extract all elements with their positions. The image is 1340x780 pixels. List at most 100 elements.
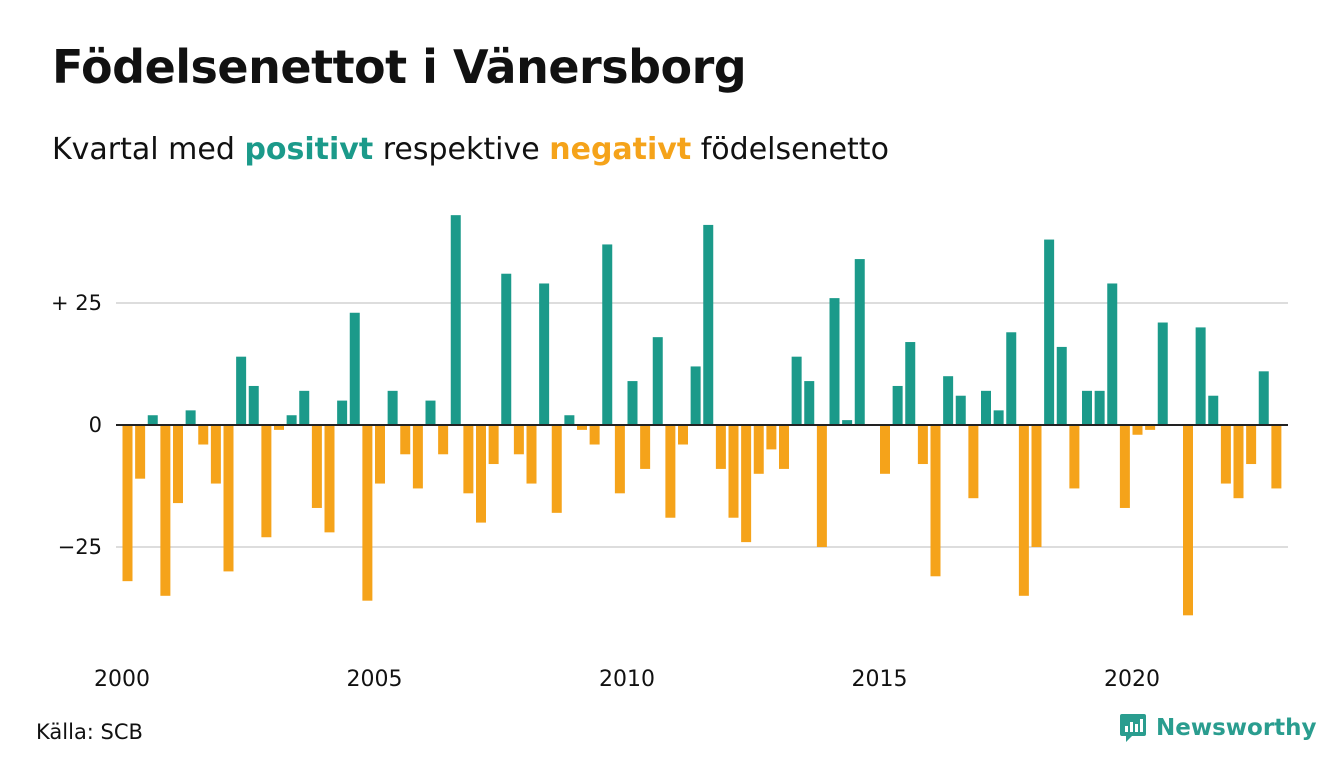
x-tick-label: 2015 <box>852 667 908 692</box>
y-tick-label: 0 <box>89 413 102 437</box>
x-tick-label: 2000 <box>94 667 150 692</box>
bar <box>387 390 398 425</box>
bar <box>476 425 486 523</box>
bar <box>539 283 550 425</box>
bar <box>1107 283 1118 425</box>
bar <box>463 425 474 494</box>
bar <box>829 298 840 425</box>
bar <box>678 425 688 445</box>
bar <box>362 425 373 601</box>
bar <box>135 425 146 479</box>
bar <box>1056 346 1067 425</box>
bar <box>703 224 714 425</box>
bar <box>779 425 789 469</box>
bar <box>173 425 183 504</box>
bar <box>728 425 739 518</box>
bar <box>1082 390 1092 425</box>
bar <box>804 381 815 425</box>
bar <box>766 425 777 450</box>
bar <box>968 425 979 499</box>
bar <box>160 425 171 596</box>
subtitle-middle: respektive <box>382 132 540 167</box>
x-tick-label: 2010 <box>599 667 655 692</box>
bar <box>577 425 587 430</box>
bar <box>274 425 284 430</box>
bar <box>690 366 701 425</box>
bar <box>1258 371 1269 425</box>
bar <box>1018 425 1029 596</box>
bar <box>993 410 1004 425</box>
bar <box>1069 425 1080 489</box>
bar <box>450 215 461 425</box>
bar <box>665 425 676 518</box>
bar-chart: + 25 0 −25 2000 2005 2010 2015 2020 <box>51 215 1288 692</box>
bar <box>400 425 411 455</box>
bar <box>324 425 335 533</box>
bar <box>198 425 209 445</box>
bar <box>412 425 423 489</box>
bar <box>1145 425 1156 430</box>
bar <box>892 385 903 425</box>
bar <box>223 425 234 572</box>
bar <box>147 415 158 425</box>
bar <box>349 312 360 425</box>
bar <box>513 425 524 455</box>
bar <box>425 400 436 425</box>
bar <box>640 425 651 469</box>
y-tick-label: + 25 <box>51 291 102 315</box>
bar <box>652 337 663 425</box>
bar <box>1246 425 1257 465</box>
bar <box>375 425 385 484</box>
bar <box>236 356 247 425</box>
newsworthy-logo-icon <box>1120 714 1146 742</box>
bar <box>854 259 865 425</box>
subtitle-prefix: Kvartal med <box>52 132 235 167</box>
subtitle-positive-word: positivt <box>244 132 374 167</box>
bar <box>1233 425 1244 499</box>
bar <box>311 425 322 508</box>
subtitle-negative-word: negativt <box>549 132 692 167</box>
bar <box>753 425 764 474</box>
bar <box>1220 425 1231 484</box>
bar <box>261 425 272 538</box>
bar <box>1208 395 1219 425</box>
bar <box>526 425 537 484</box>
bar <box>1044 239 1055 425</box>
brand-logo: Newsworthy <box>1118 712 1317 744</box>
bar <box>337 400 348 425</box>
bar <box>210 425 221 484</box>
y-tick-label: −25 <box>58 535 102 559</box>
bar <box>564 415 575 425</box>
bar <box>1094 390 1105 425</box>
bar <box>488 425 499 465</box>
bar <box>614 425 625 494</box>
bar <box>1157 322 1168 425</box>
bar <box>589 425 600 445</box>
bar <box>1195 327 1206 425</box>
bar <box>501 273 512 425</box>
bar <box>248 385 259 425</box>
bar <box>816 425 827 547</box>
bar <box>551 425 562 513</box>
chart-subtitle: Kvartal med positivt respektive negativt… <box>52 132 889 167</box>
bar <box>1006 332 1017 425</box>
bar <box>1031 425 1042 547</box>
bar <box>299 390 310 425</box>
chart-title: Födelsenettot i Vänersborg <box>52 40 747 94</box>
bar <box>438 425 449 455</box>
bar <box>741 425 752 543</box>
brand-name: Newsworthy <box>1156 715 1317 741</box>
bar <box>1183 425 1193 616</box>
bar <box>1119 425 1130 508</box>
bar <box>185 410 196 425</box>
bar <box>955 395 966 425</box>
bar <box>122 425 133 582</box>
bar <box>917 425 928 465</box>
bar <box>627 381 638 425</box>
bar <box>905 342 916 425</box>
bar <box>1132 425 1143 435</box>
bar <box>715 425 726 469</box>
bar <box>1271 425 1282 489</box>
x-tick-label: 2005 <box>347 667 403 692</box>
subtitle-suffix: födelsenetto <box>700 132 889 167</box>
